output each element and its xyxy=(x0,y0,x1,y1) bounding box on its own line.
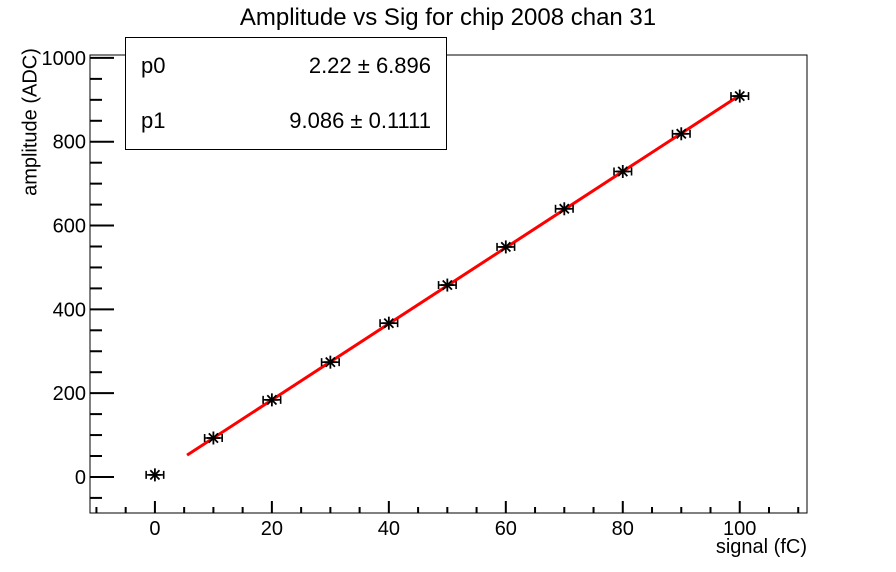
chart-title: Amplitude vs Sig for chip 2008 chan 31 xyxy=(239,4,657,31)
y-tick-label: 800 xyxy=(53,132,86,154)
x-tick-label: 60 xyxy=(495,518,517,540)
y-tick-label: 600 xyxy=(53,216,86,238)
fit-line xyxy=(186,94,741,457)
x-tick-label: 40 xyxy=(378,518,400,540)
stat-row-p1: p1 9.086 ± 0.1111 xyxy=(126,94,446,150)
stat-p1-label: p1 xyxy=(141,108,166,134)
data-point-marker xyxy=(734,90,745,102)
x-tick-label: 100 xyxy=(723,518,756,540)
y-axis-title: amplitude (ADC) xyxy=(19,48,42,196)
plot-frame xyxy=(89,54,808,514)
data-point-marker xyxy=(149,469,161,481)
data-point-marker xyxy=(617,166,629,177)
x-tick-label: 20 xyxy=(261,518,283,540)
data-point-marker xyxy=(676,128,687,140)
data-point-marker xyxy=(500,241,512,253)
x-tick-label: 80 xyxy=(612,518,634,540)
y-tick-label: 400 xyxy=(53,299,86,321)
stat-p0-value: 2.22 ± 6.896 xyxy=(308,52,431,78)
data-point-marker xyxy=(208,432,219,444)
stat-p1-value: 9.086 ± 0.1111 xyxy=(289,108,431,134)
data-point-marker xyxy=(442,279,453,291)
y-tick-label: 0 xyxy=(75,467,86,489)
y-tick-label: 200 xyxy=(53,383,86,405)
data-point-marker xyxy=(383,317,395,329)
data-point-marker xyxy=(266,394,278,406)
data-point-marker xyxy=(325,356,336,368)
stat-p0-label: p0 xyxy=(141,52,166,78)
y-tick-label: 1000 xyxy=(42,48,87,70)
x-axis-title: signal (fC) xyxy=(715,536,807,558)
fit-stats-box: p0 2.22 ± 6.896 p1 9.086 ± 0.1111 xyxy=(125,37,447,150)
stat-row-p0: p0 2.22 ± 6.896 xyxy=(126,38,446,94)
x-tick-label: 0 xyxy=(149,518,160,540)
data-point-marker xyxy=(559,203,570,215)
